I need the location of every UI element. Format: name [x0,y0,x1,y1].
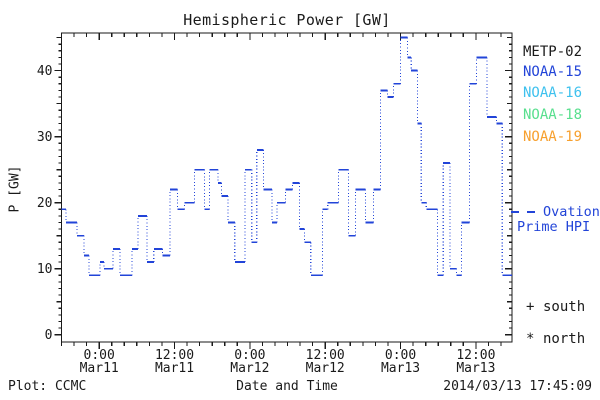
svg-text:0: 0 [45,328,53,343]
svg-text:20: 20 [37,196,53,211]
svg-text:0:00: 0:00 [234,348,265,363]
x-axis-title: Date and Time [236,379,338,394]
svg-text:12:00: 12:00 [306,348,345,363]
legend-ovation-line1: Ovation [511,205,600,220]
svg-text:30: 30 [37,130,53,145]
plot-credit: Plot: CCMC [8,379,87,394]
svg-text:Mar13: Mar13 [456,361,495,376]
legend-ovation-prime-hpi: Ovation Prime HPI [511,205,600,235]
svg-text:Mar12: Mar12 [230,361,269,376]
svg-text:0:00: 0:00 [385,348,416,363]
svg-text:Mar13: Mar13 [381,361,420,376]
svg-text:Mar11: Mar11 [155,361,194,376]
legend-item-noaa-19: NOAA-19 [523,129,583,145]
svg-text:40: 40 [37,64,53,79]
legend-item-noaa-16: NOAA-16 [523,85,583,101]
svg-text:Mar12: Mar12 [306,361,345,376]
legend-line-sample-dash [527,211,535,213]
legend-north-marker: * north [526,331,586,347]
plot-timestamp: 2014/03/13 17:45:09 [443,379,592,394]
svg-text:12:00: 12:00 [155,348,194,363]
legend-line-sample-dash [511,211,519,213]
legend-item-noaa-18: NOAA-18 [523,107,583,123]
legend-ovation-line2: Prime HPI [517,218,591,235]
asterisk-marker-icon: * [526,331,535,347]
svg-text:12:00: 12:00 [456,348,495,363]
svg-text:10: 10 [37,262,53,277]
svg-text:Mar11: Mar11 [80,361,119,376]
legend-item-metp-02: METP-02 [523,44,583,60]
legend-south-marker: + south [526,299,586,315]
plus-marker-icon: + [526,299,535,315]
svg-text:0:00: 0:00 [84,348,115,363]
chart-title: Hemispheric Power [GW] [183,11,391,29]
legend-item-noaa-15: NOAA-15 [523,64,583,80]
